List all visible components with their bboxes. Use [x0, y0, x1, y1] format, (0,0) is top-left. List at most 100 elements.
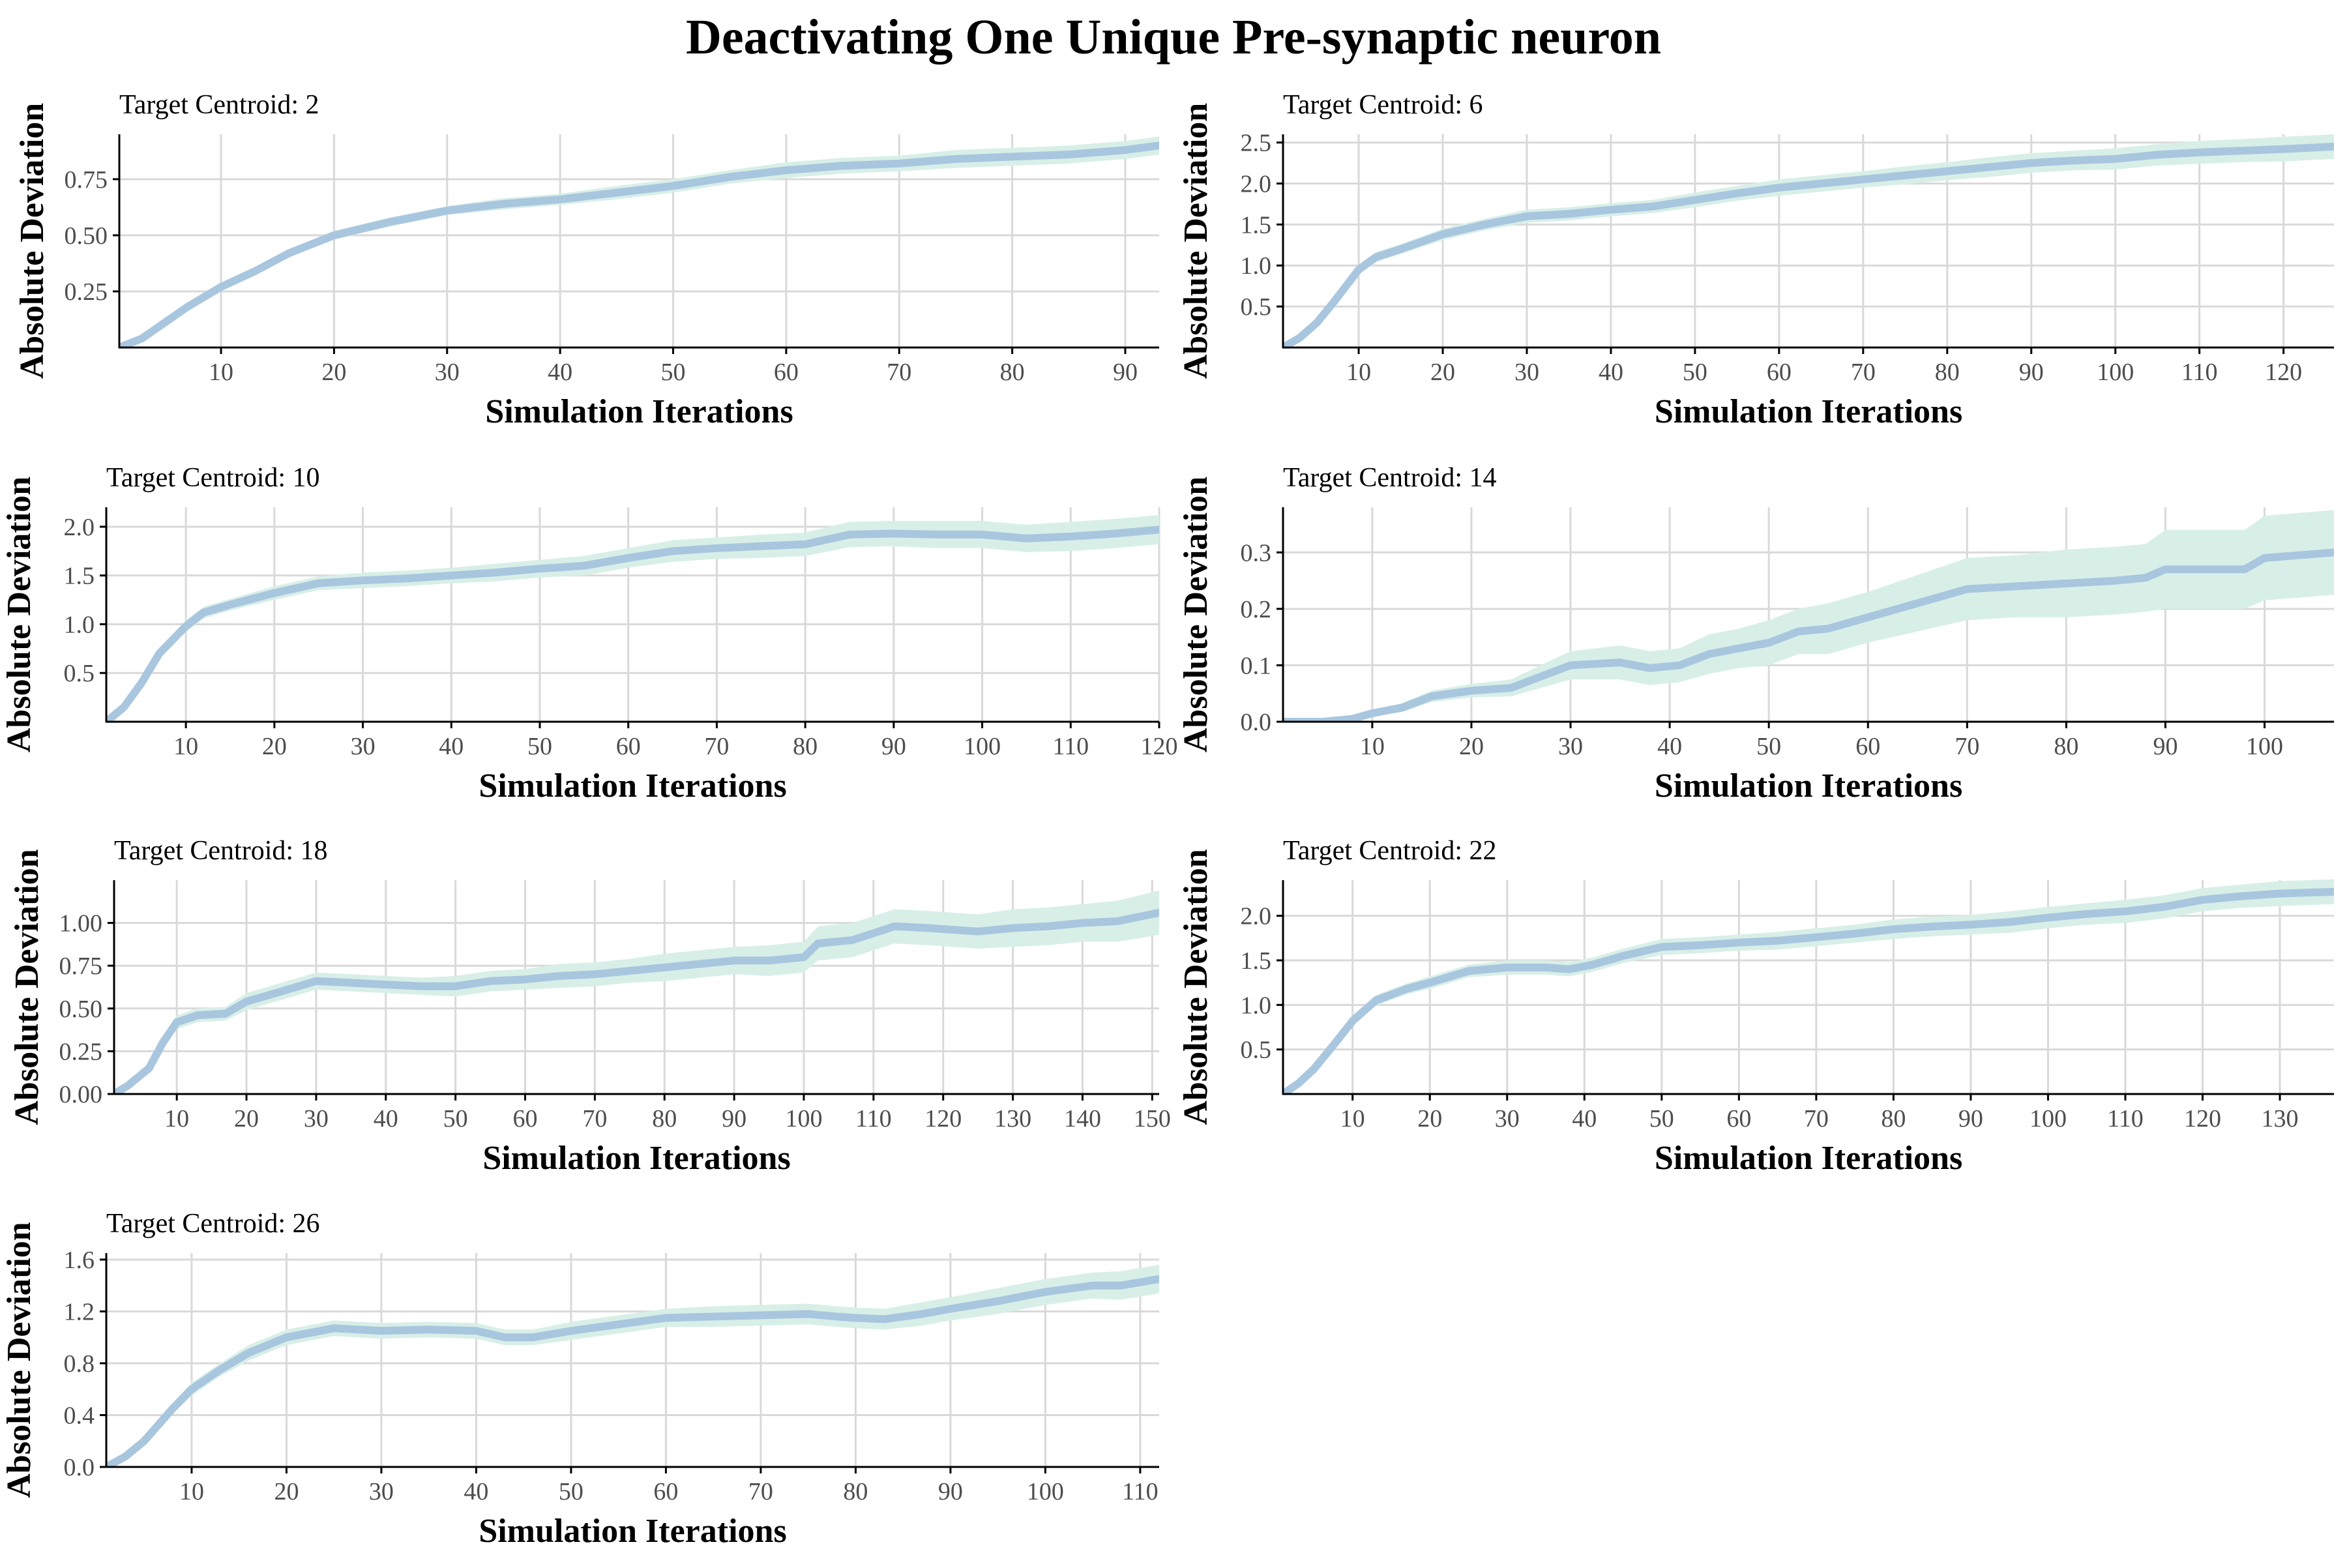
x-tick-label: 30 [1495, 1105, 1520, 1132]
y-tick-label: 1.6 [64, 1247, 95, 1274]
x-tick-label: 110 [2181, 359, 2218, 386]
y-tick-label: 2.5 [1241, 130, 1272, 157]
panel-title: Target Centroid: 22 [1283, 836, 1497, 866]
y-tick-label: 1.0 [1241, 252, 1272, 280]
y-tick-label: 0.75 [65, 166, 108, 194]
panel-2: 10 20 30 40 50 60 70 80 90 100 110 120 0.5 1.0 1.5 2.0 2… [1177, 90, 2334, 430]
x-tick-label: 60 [774, 359, 799, 386]
confidence-band [1283, 510, 2334, 722]
confidence-band [1283, 879, 2334, 1094]
x-tick-label: 10 [1340, 1105, 1365, 1132]
y-tick-label: 0.5 [64, 660, 95, 687]
x-tick-label: 10 [1346, 359, 1371, 386]
x-tick-label: 10 [164, 1105, 189, 1132]
x-tick-label: 140 [1064, 1105, 1101, 1132]
y-tick-label: 0.8 [64, 1350, 95, 1378]
x-tick-label: 40 [1572, 1105, 1597, 1132]
y-axis-label: Absolute Deviation [1, 477, 38, 752]
x-tick-label: 110 [2107, 1105, 2144, 1132]
y-tick-label: 1.00 [59, 910, 103, 938]
panel-title: Target Centroid: 14 [1283, 463, 1497, 493]
y-tick-label: 1.2 [64, 1298, 95, 1325]
y-tick-label: 1.5 [1241, 947, 1272, 975]
series-line [1283, 142, 2334, 348]
x-tick-label: 150 [1134, 1105, 1171, 1132]
x-tick-label: 60 [653, 1478, 678, 1505]
x-tick-label: 50 [1683, 359, 1707, 386]
x-tick-label: 90 [938, 1478, 963, 1505]
panel-title: Target Centroid: 10 [106, 463, 320, 493]
y-tick-label: 2.0 [1241, 903, 1272, 930]
series-line [114, 908, 1159, 1094]
x-tick-label: 30 [1558, 733, 1583, 760]
x-tick-label: 110 [1122, 1478, 1159, 1505]
panel-title: Target Centroid: 2 [119, 90, 319, 120]
x-tick-label: 50 [559, 1478, 583, 1505]
panel-6: 10 20 30 40 50 60 70 80 90 100 110 120 130 0.5 1.0 1.5 2… [1177, 836, 2334, 1177]
x-tick-label: 100 [785, 1105, 822, 1132]
x-tick-label: 60 [616, 733, 641, 760]
panel-4: 10 20 30 40 50 60 70 80 90 100 0.0 0.1 0.2 0.3 Target … [1177, 463, 2334, 805]
x-tick-label: 10 [179, 1478, 204, 1505]
y-tick-label: 0.50 [65, 222, 108, 250]
x-tick-label: 110 [1052, 733, 1089, 760]
x-tick-label: 90 [1113, 359, 1138, 386]
x-axis-label: Simulation Iterations [1655, 767, 1962, 805]
panel-3: 10 20 30 40 50 60 70 80 90 100 110 120 0.5 1.0 1.5 2.0 T… [1, 463, 1178, 805]
panel-title: Target Centroid: 6 [1283, 90, 1483, 120]
y-tick-label: 1.0 [1241, 992, 1272, 1019]
x-tick-label: 90 [2019, 359, 2044, 386]
x-tick-label: 40 [548, 359, 572, 386]
x-tick-label: 10 [209, 359, 233, 386]
x-tick-label: 130 [2262, 1105, 2299, 1132]
x-tick-label: 80 [652, 1105, 677, 1132]
x-tick-label: 30 [304, 1105, 329, 1132]
y-tick-label: 1.5 [64, 563, 95, 590]
x-axis-label: Simulation Iterations [1655, 1140, 1962, 1177]
x-tick-label: 30 [369, 1478, 394, 1505]
x-tick-label: 40 [374, 1105, 398, 1132]
panel-title: Target Centroid: 26 [106, 1209, 320, 1239]
y-axis-label: Absolute Deviation [1, 1222, 38, 1498]
y-tick-label: 0.5 [1241, 1037, 1272, 1064]
x-tick-label: 90 [1958, 1105, 1983, 1132]
y-tick-label: 0.00 [59, 1081, 103, 1108]
x-tick-label: 50 [1756, 733, 1781, 760]
y-axis-label: Absolute Deviation [1177, 103, 1215, 379]
y-tick-label: 0.5 [1241, 293, 1272, 321]
confidence-band [114, 890, 1159, 1094]
x-axis-label: Simulation Iterations [482, 1140, 790, 1177]
x-tick-label: 10 [173, 733, 198, 760]
x-tick-label: 80 [1935, 359, 1960, 386]
x-tick-label: 50 [443, 1105, 468, 1132]
x-tick-label: 120 [924, 1105, 962, 1132]
panel-title: Target Centroid: 18 [114, 836, 328, 866]
x-tick-label: 60 [1726, 1105, 1751, 1132]
x-tick-label: 60 [1767, 359, 1792, 386]
y-tick-label: 0.2 [1241, 596, 1272, 623]
series-line [1283, 887, 2334, 1094]
x-tick-label: 70 [1804, 1105, 1829, 1132]
x-axis-label: Simulation Iterations [479, 767, 786, 805]
series-line [106, 525, 1159, 722]
x-tick-label: 80 [2054, 733, 2078, 760]
x-tick-label: 50 [661, 359, 686, 386]
x-tick-label: 30 [1514, 359, 1539, 386]
x-tick-label: 80 [843, 1478, 868, 1505]
x-tick-label: 100 [1027, 1478, 1064, 1505]
panel-5: 10 20 30 40 50 60 70 80 90 100 110 120 130 140 150 0.00… [8, 836, 1171, 1177]
x-tick-label: 40 [464, 1478, 488, 1505]
x-tick-label: 70 [704, 733, 729, 760]
x-axis-label: Simulation Iterations [479, 1513, 786, 1550]
confidence-band [106, 1264, 1159, 1467]
figure-title: Deactivating One Unique Pre-synaptic neu… [685, 10, 1662, 65]
panel-7: 10 20 30 40 50 60 70 80 90 100 110 0.0 0.4 0.8 1.2 1.6 T… [1, 1209, 1159, 1550]
x-tick-label: 100 [2097, 359, 2134, 386]
y-tick-label: 0.4 [64, 1402, 95, 1429]
y-axis-label: Absolute Deviation [1177, 849, 1215, 1125]
x-tick-label: 20 [1417, 1105, 1442, 1132]
y-tick-label: 0.0 [64, 1454, 95, 1481]
x-tick-label: 50 [1649, 1105, 1674, 1132]
y-axis-label: Absolute Deviation [1177, 477, 1215, 752]
